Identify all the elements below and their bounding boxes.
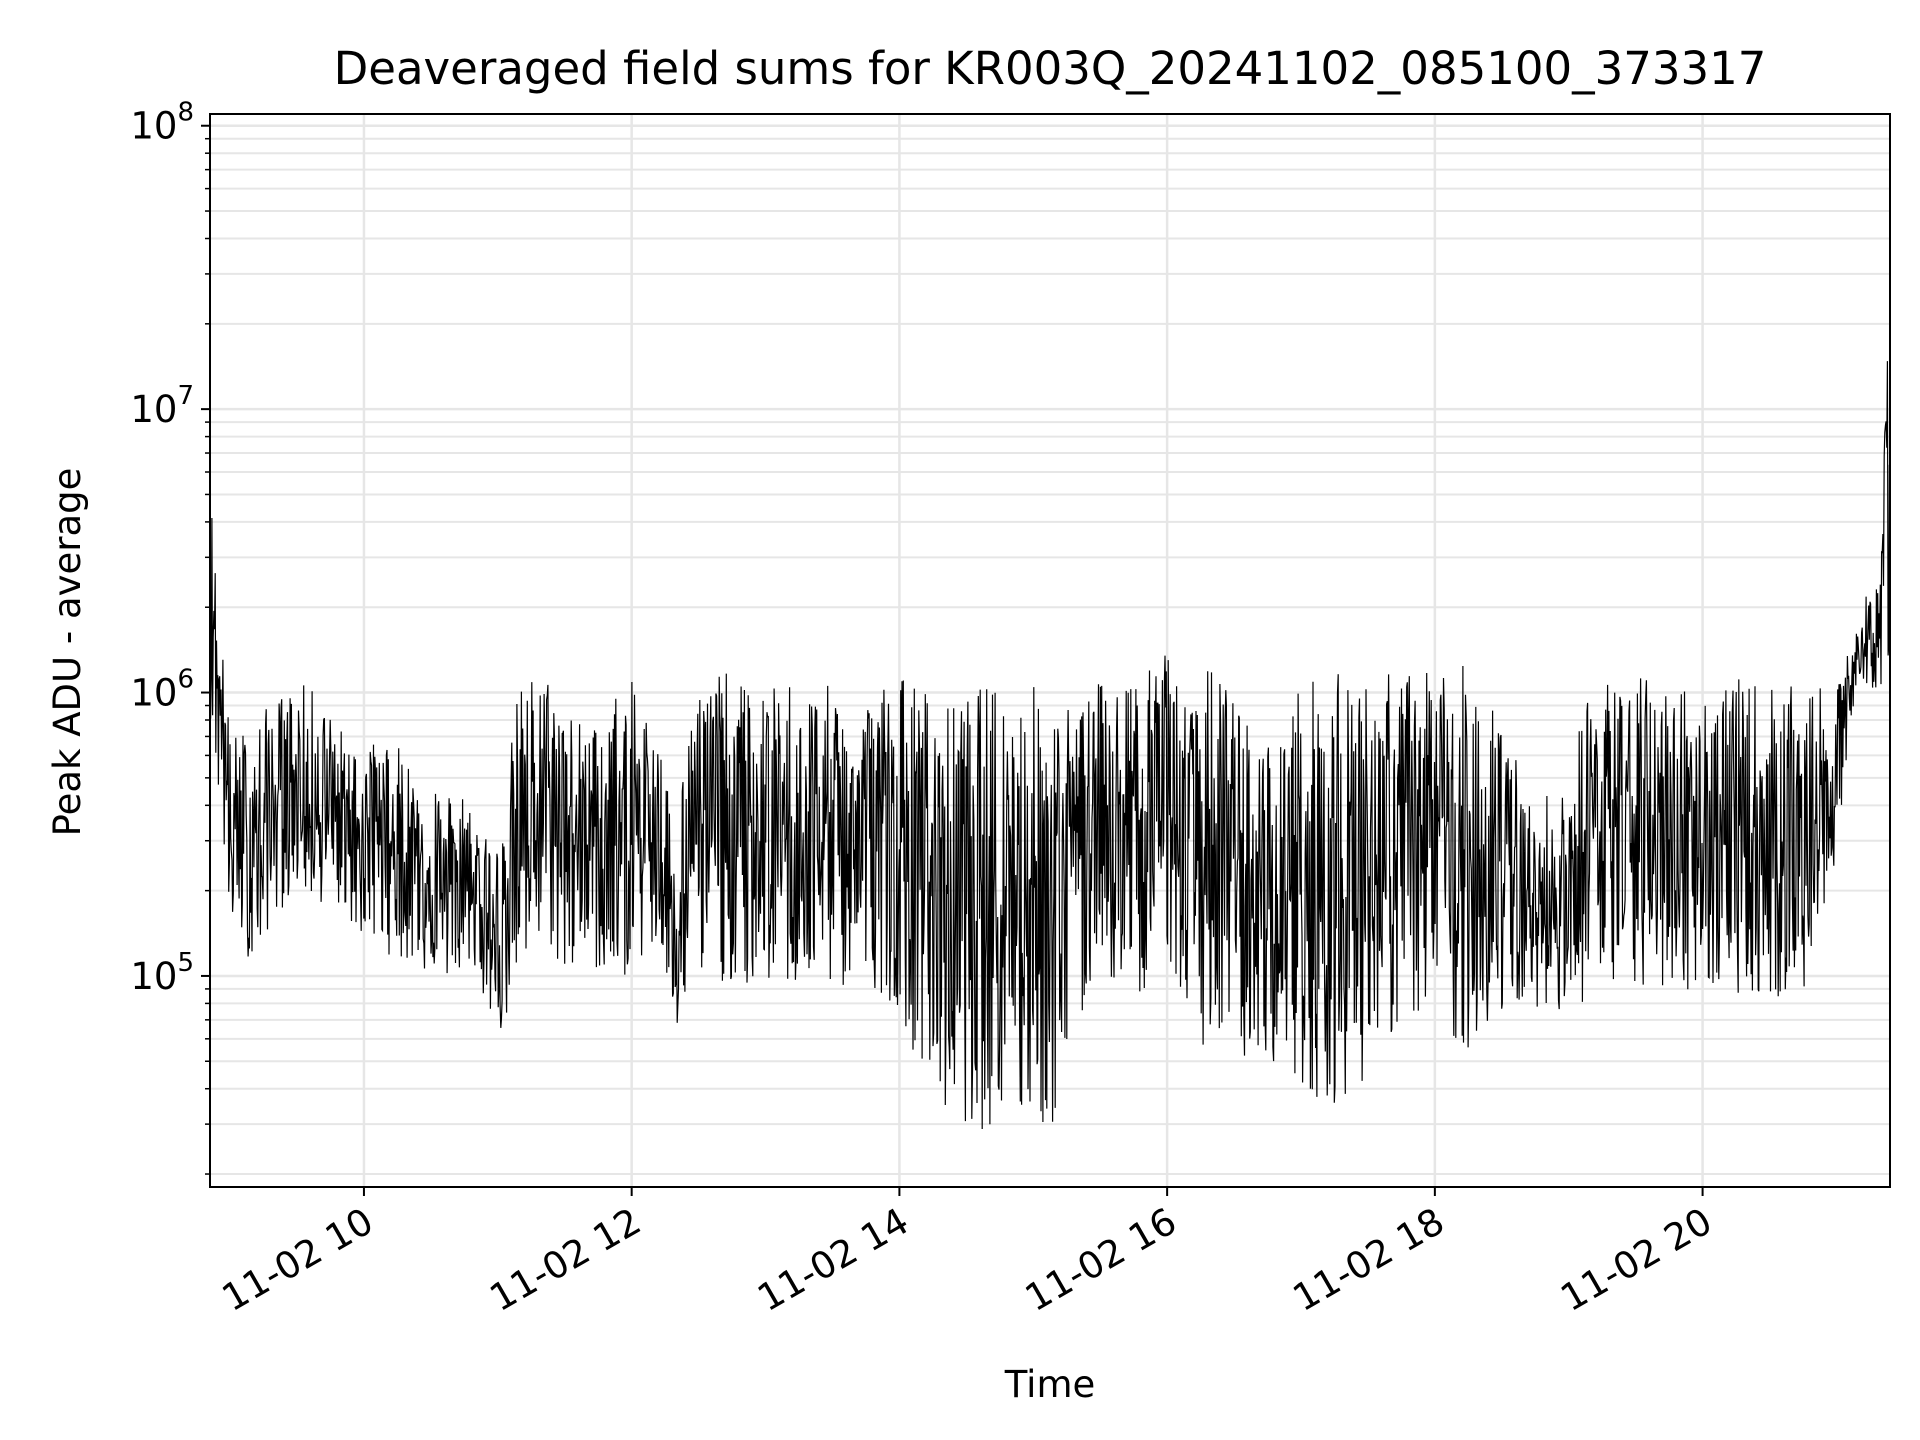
y-axis-label: Peak ADU - average — [46, 468, 89, 837]
series-layer — [209, 166, 1891, 1130]
chart-title: Deaveraged field sums for KR003Q_2024110… — [334, 42, 1767, 95]
plot-frame — [209, 113, 1891, 1188]
series-line — [209, 166, 1891, 1130]
x-axis-label: Time — [1004, 1363, 1096, 1406]
